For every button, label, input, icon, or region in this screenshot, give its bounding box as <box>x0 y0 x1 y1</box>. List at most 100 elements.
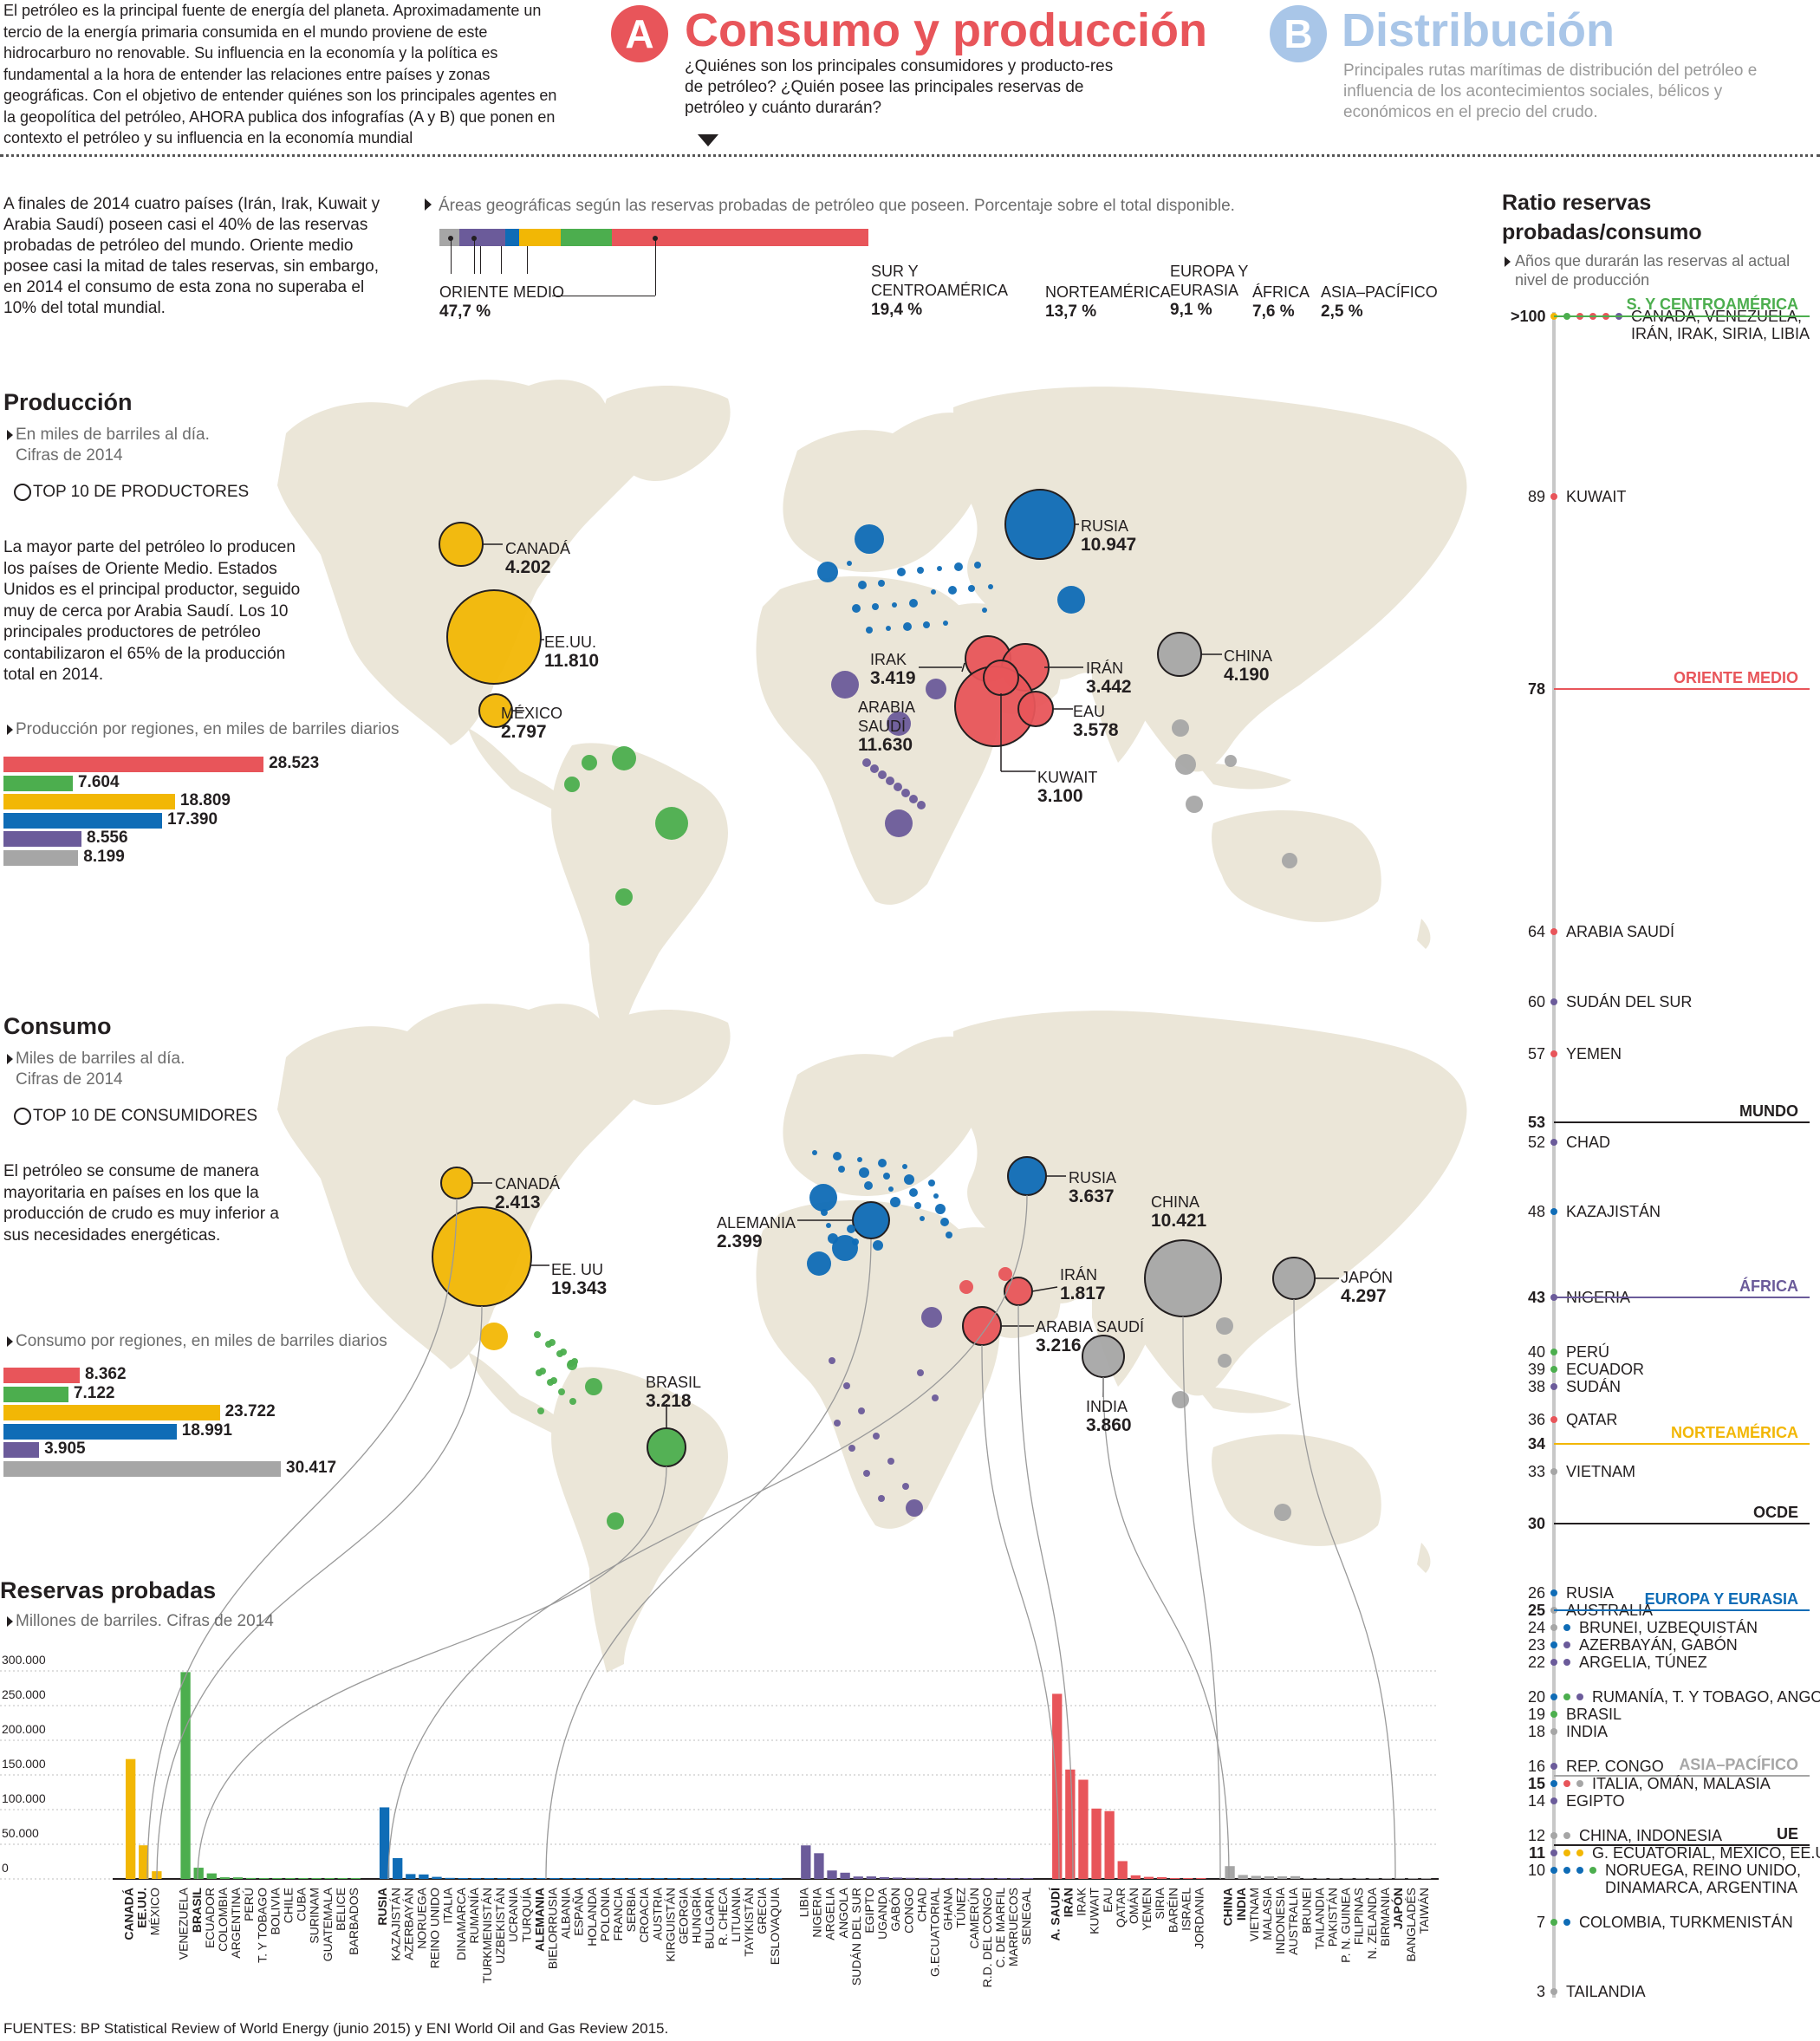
small-dot <box>558 1388 565 1395</box>
ratio-dot <box>1576 1780 1583 1787</box>
ratio-band-label: ÁFRICA <box>1739 1277 1798 1295</box>
small-dot <box>858 1407 865 1414</box>
reservas-title: Reservas probadas <box>0 1577 217 1603</box>
ratio-dot <box>1576 1867 1583 1874</box>
reserve-bar <box>484 1878 495 1879</box>
small-dot <box>866 627 873 634</box>
ratio-label: PERÚ <box>1566 1343 1610 1361</box>
ratio-dot <box>1550 1139 1557 1146</box>
y-tick-label: 50.000 <box>2 1826 39 1840</box>
section-b-text: Principales rutas marítimas de distribuc… <box>1343 62 1758 121</box>
category-label: IRÁN <box>1061 1888 1075 1917</box>
ratio-dot <box>1550 1624 1557 1631</box>
reserve-bar <box>719 1878 730 1879</box>
label-brasil-cons: BRASIL 3.218 <box>646 1374 702 1411</box>
label-iran-prod: IRÁN 3.442 <box>1086 660 1132 697</box>
category-label: KAZAJISTÁN <box>388 1888 402 1961</box>
ratio-year: 20 <box>1527 1688 1545 1706</box>
world-map <box>277 1004 1467 1673</box>
bubble <box>817 562 838 582</box>
ratio-dot <box>1550 493 1557 500</box>
category-label: SURINAM <box>308 1888 322 1944</box>
ratio-band-label: S. Y CENTROAMÉRICA <box>1626 296 1798 313</box>
ratio-year: 11 <box>1528 1844 1545 1862</box>
area-leader <box>501 239 503 274</box>
small-dot <box>914 1202 921 1209</box>
small-dot <box>931 589 936 595</box>
produccion-sub1: En miles de barriles al día. <box>16 426 210 444</box>
ratio-label: KUWAIT <box>1566 488 1627 505</box>
reserve-bar <box>1078 1779 1089 1879</box>
category-label: SERBIA <box>624 1887 638 1932</box>
bubble <box>1057 586 1085 614</box>
category-label: TAIWÁN <box>1417 1888 1431 1934</box>
leader-line <box>961 662 965 673</box>
region-bar-value: 8.362 <box>84 1365 127 1383</box>
region-bar-value: 7.122 <box>73 1383 115 1402</box>
category-label: EGIPTO <box>862 1888 876 1934</box>
category-label: R.D. DEL CONGO <box>980 1888 994 1987</box>
bubble <box>998 1267 1012 1281</box>
ratio-label: EGIPTO <box>1566 1792 1625 1810</box>
bubble <box>615 888 633 906</box>
consumo-sub2: Cifras de 2014 <box>16 1070 123 1089</box>
connector-line <box>197 1466 667 1880</box>
ratio-dot <box>1563 1919 1570 1926</box>
small-dot <box>902 1483 909 1490</box>
ratio-dot <box>1550 1797 1557 1804</box>
bubble <box>926 679 946 699</box>
category-label: KUWAIT <box>1088 1888 1102 1934</box>
area-label: ASIA–PACÍFICO 2,5 % <box>1321 283 1438 321</box>
category-label: UZBEKISTÁN <box>493 1888 507 1964</box>
ratio-band-label: MUNDO <box>1739 1102 1798 1120</box>
category-label: COLOMBIA <box>216 1887 230 1952</box>
small-dot <box>909 1188 918 1197</box>
ratio-year: 24 <box>1527 1619 1545 1636</box>
label-china-prod: CHINA 4.190 <box>1224 647 1273 685</box>
area-label: NORTEAMÉRICA 13,7 % <box>1045 283 1171 321</box>
small-dot <box>828 1233 838 1244</box>
reserve-bar <box>193 1868 204 1879</box>
ratio-year: 60 <box>1527 993 1545 1011</box>
small-dot <box>859 1167 869 1178</box>
label-alemania-cons: ALEMANIA 2.399 <box>717 1214 796 1251</box>
ratio-label: QATAR <box>1566 1411 1618 1428</box>
small-dot <box>920 1216 925 1221</box>
area-leader <box>451 239 452 274</box>
category-label: NIGERIA <box>810 1887 824 1937</box>
reserve-bar <box>1264 1875 1275 1879</box>
small-dot <box>935 1204 946 1214</box>
area-leader <box>473 239 475 274</box>
category-label: RUMANÍA <box>467 1887 481 1943</box>
small-dot <box>932 1394 939 1401</box>
small-dot <box>902 1164 907 1169</box>
ratio-year: 18 <box>1527 1723 1545 1740</box>
arrow-icon <box>7 1054 13 1064</box>
reserve-bar <box>801 1845 811 1879</box>
category-label: CROACIA <box>637 1887 651 1942</box>
reserve-bar <box>853 1876 863 1879</box>
category-label: TAILANDIA <box>1312 1887 1326 1949</box>
label-japon-cons: JAPÓN 4.297 <box>1341 1269 1394 1306</box>
reserve-bar <box>1355 1878 1366 1879</box>
ratio-sub: Años que durarán las reservas al actual … <box>1515 252 1791 289</box>
bubble <box>607 1512 624 1530</box>
reserve-bar <box>379 1807 390 1879</box>
reserve-bar <box>1238 1875 1248 1879</box>
ratio-label: ARGELIA, TÚNEZ <box>1579 1654 1707 1671</box>
arrow-icon <box>7 1616 13 1627</box>
small-dot <box>569 1398 576 1405</box>
category-label: ISRAEL <box>1179 1888 1193 1931</box>
region-bar-value: 8.556 <box>87 829 128 847</box>
ratio-dot <box>1550 1050 1557 1057</box>
bubble <box>855 524 884 554</box>
reserve-bar <box>971 1878 981 1879</box>
category-label: BELICE <box>334 1888 348 1931</box>
reservas-sub: Millones de barriles. Cifras de 2014 <box>16 1612 274 1630</box>
ratio-dot <box>1550 1366 1557 1373</box>
reserves-intro: A finales de 2014 cuatro países (Irán, I… <box>3 195 380 317</box>
ratio-year: 64 <box>1527 923 1545 940</box>
category-label: MÉXICO <box>148 1888 162 1935</box>
category-label: FILIPINAS <box>1352 1888 1366 1945</box>
ratio-band-label: ASIA–PACÍFICO <box>1679 1756 1798 1773</box>
